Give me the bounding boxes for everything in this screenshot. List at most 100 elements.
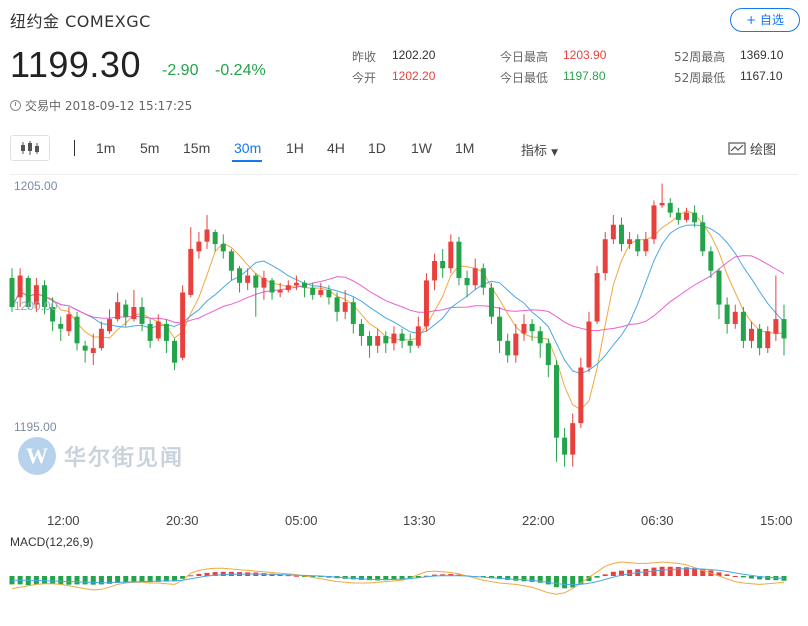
candle xyxy=(553,360,559,462)
timeframe-tab-30m[interactable]: 30m xyxy=(234,140,262,156)
macd-bar xyxy=(781,576,787,581)
macd-bar xyxy=(172,576,178,582)
timeframe-tab-1H[interactable]: 1H xyxy=(286,140,304,156)
macd-bar xyxy=(448,574,454,576)
macd-bar xyxy=(123,576,129,583)
macd-bar xyxy=(358,576,364,580)
price-chart-area[interactable] xyxy=(10,174,798,504)
watermark: W 华尔街见闻 xyxy=(18,437,184,475)
candle xyxy=(147,319,153,349)
timeframe-tab-15m[interactable]: 15m xyxy=(183,140,211,156)
candle xyxy=(570,413,576,467)
price-change: -2.90 xyxy=(162,62,199,79)
candle xyxy=(334,292,340,322)
open-label: 今开 xyxy=(352,71,377,85)
timeframe-tab-4H[interactable]: 4H xyxy=(327,140,345,156)
toolbar-divider xyxy=(74,140,75,156)
candle xyxy=(732,304,738,329)
macd-bar xyxy=(318,576,324,578)
x-axis-label: 12:00 xyxy=(47,513,80,528)
candle xyxy=(781,304,787,356)
candle xyxy=(415,316,421,349)
candle xyxy=(488,282,494,324)
macd-bar xyxy=(375,576,381,581)
macd-bar xyxy=(529,576,535,582)
macd-bar xyxy=(675,567,681,576)
candle xyxy=(627,231,633,249)
macd-bar xyxy=(131,576,137,583)
indicator-dropdown[interactable]: 指标 ▼ xyxy=(521,140,558,159)
y-axis-label-top: 1205.00 xyxy=(14,179,58,193)
macd-bar xyxy=(139,576,145,582)
y-axis-label-bottom: 1195.00 xyxy=(14,420,57,434)
candle xyxy=(302,280,308,298)
macd-bar xyxy=(505,576,511,580)
timeframe-tab-1W[interactable]: 1W xyxy=(411,140,432,156)
macd-bar xyxy=(732,576,738,577)
candle xyxy=(765,326,771,353)
candle xyxy=(310,282,316,300)
indicator-label: 指标 xyxy=(521,144,548,159)
drawing-tools-icon xyxy=(728,141,746,155)
macd-bar xyxy=(391,576,397,580)
candle xyxy=(562,428,568,467)
macd-bar xyxy=(562,576,568,589)
macd-bar xyxy=(115,576,121,583)
candle xyxy=(318,282,324,298)
candle xyxy=(228,248,234,281)
macd-bar xyxy=(423,575,429,577)
candle xyxy=(50,297,56,332)
macd-bar xyxy=(618,570,624,576)
candle xyxy=(180,285,186,361)
x-axis-label: 06:30 xyxy=(641,513,674,528)
candle xyxy=(610,215,616,245)
macd-bar xyxy=(683,567,689,576)
candle xyxy=(521,314,527,341)
week52-low-value: 1167.10 xyxy=(740,69,783,83)
candle xyxy=(399,328,405,349)
macd-bar xyxy=(488,576,494,579)
macd-bar xyxy=(748,576,754,579)
timeframe-tab-1m[interactable]: 1m xyxy=(96,140,116,156)
candle xyxy=(261,270,267,300)
candle xyxy=(358,319,364,346)
candle xyxy=(350,297,356,334)
add-watchlist-button[interactable]: + 自选 xyxy=(730,8,800,32)
candle xyxy=(375,328,381,353)
candle xyxy=(667,198,673,218)
macd-bar xyxy=(578,576,584,585)
day-high-label: 今日最高 xyxy=(500,50,549,64)
timeframe-tab-1D[interactable]: 1D xyxy=(368,140,386,156)
candle xyxy=(659,183,665,208)
candle xyxy=(618,217,624,252)
candle xyxy=(58,316,64,341)
candle xyxy=(123,299,129,327)
macd-bar xyxy=(367,576,373,581)
candle xyxy=(107,309,113,334)
macd-bar xyxy=(643,569,649,576)
candle xyxy=(131,290,137,322)
macd-bar xyxy=(399,576,405,580)
candle xyxy=(440,248,446,278)
caret-down-icon: ▼ xyxy=(551,148,559,158)
candle xyxy=(17,268,23,307)
macd-bar xyxy=(82,576,88,585)
candle xyxy=(391,326,397,351)
macd-bar xyxy=(180,576,186,579)
x-axis-label: 05:00 xyxy=(285,513,318,528)
prev-close-value: 1202.20 xyxy=(392,48,436,62)
candle xyxy=(773,275,779,341)
macd-bar xyxy=(310,576,316,577)
candle xyxy=(472,258,478,291)
timeframe-tab-1M[interactable]: 1M xyxy=(455,140,475,156)
candle xyxy=(90,333,96,366)
candle xyxy=(635,234,641,257)
watermark-text: 华尔街见闻 xyxy=(64,446,185,471)
candlestick-type-button[interactable] xyxy=(10,135,50,161)
draw-button[interactable]: 绘图 xyxy=(728,139,776,158)
macd-bar xyxy=(163,576,169,582)
candle xyxy=(342,290,348,320)
macd-bar xyxy=(610,571,616,576)
timeframe-tab-5m[interactable]: 5m xyxy=(140,140,160,156)
